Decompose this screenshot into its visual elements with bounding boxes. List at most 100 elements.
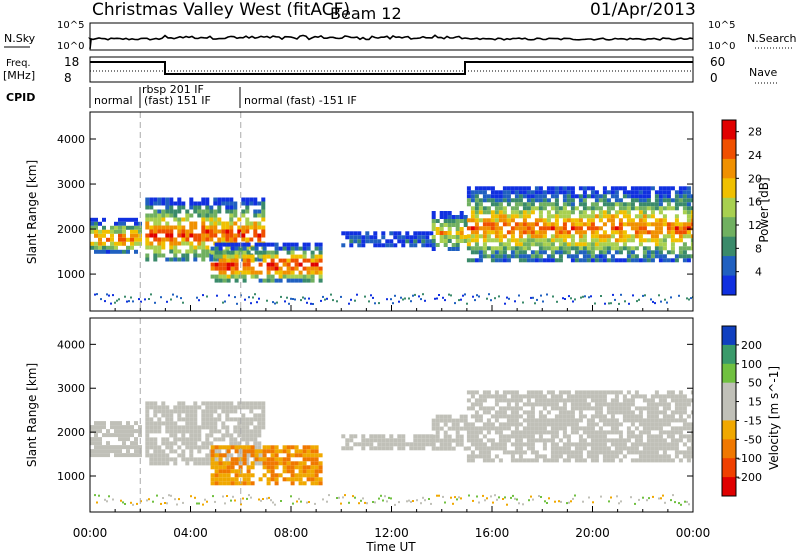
velocity-colorbar: 200 100 50 15 -15 -50 -100 -200 xyxy=(721,325,762,497)
colorbar-segment-1 xyxy=(722,139,736,160)
freq-strip: Freq. [MHz] 18 8 60 0 Nave xyxy=(3,55,778,85)
colorbar-segment-3 xyxy=(722,178,736,199)
freq-trace xyxy=(90,61,693,75)
colorbar-segment-5 xyxy=(722,217,736,238)
echo-band-1 xyxy=(145,197,266,262)
power-colorbar: 4 8 12 16 20 24 28 xyxy=(721,119,762,296)
y-tick-label-3: 4000 xyxy=(57,133,85,146)
power-ylabel: Slant Range [km] xyxy=(25,160,39,264)
x-tick-label-5: 20:00 xyxy=(575,526,610,540)
y-tick-label-0: 1000 xyxy=(57,268,85,281)
colorbar-tick-label-4: 20 xyxy=(748,172,762,185)
echo-band-0 xyxy=(90,217,142,254)
colorbar-tick-label-6: 28 xyxy=(748,126,762,139)
colorbar-segment-1 xyxy=(722,344,736,365)
colorbar-segment-2 xyxy=(722,158,736,179)
colorbar-segment-5 xyxy=(722,420,736,440)
x-tick-label-2: 08:00 xyxy=(274,526,309,540)
freq-tick-top: 18 xyxy=(64,55,79,69)
colorbar-tick-label-0: 4 xyxy=(755,266,762,279)
colorbar-segment-7 xyxy=(722,256,736,276)
y-tick-label-0: 1000 xyxy=(57,470,85,483)
nave-label: Nave xyxy=(749,66,777,79)
nsky-tick-bottom: 10^0 xyxy=(57,41,84,52)
x-tick-label-0: 00:00 xyxy=(73,526,108,540)
cpid-segment-rbsp: rbsp 201 IF xyxy=(142,83,204,96)
power-heatmap xyxy=(90,112,693,311)
echo-band-4 xyxy=(431,414,468,451)
colorbar-segment-4 xyxy=(722,401,736,421)
colorbar-tick-label-0: 200 xyxy=(741,339,762,352)
velocity-ylabel: Slant Range [km] xyxy=(25,363,39,467)
colorbar-segment-6 xyxy=(722,236,736,257)
echo-band-2 xyxy=(210,445,323,486)
colorbar-frame xyxy=(721,325,737,497)
nsearch-label: N.Search xyxy=(747,32,797,45)
echo-band-3 xyxy=(341,231,434,248)
near-range-noise xyxy=(94,494,690,506)
power-y-axis: 1000 2000 3000 4000 xyxy=(57,133,693,281)
colorbar-segment-8 xyxy=(722,477,736,497)
y-tick-label-2: 3000 xyxy=(57,382,85,395)
y-tick-label-1: 2000 xyxy=(57,426,85,439)
nsearch-tick-bottom: 10^0 xyxy=(708,41,735,52)
freq-unit-label: [MHz] xyxy=(3,69,35,82)
beam-label: Beam 12 xyxy=(330,4,402,23)
nsky-strip: N.Sky 10^5 10^0 10^5 10^0 N.Search xyxy=(4,20,797,52)
power-x-axis xyxy=(89,305,694,311)
freq-label: Freq. xyxy=(6,58,31,69)
colorbar-frame xyxy=(721,119,737,296)
nsky-frame xyxy=(89,22,694,51)
colorbar-tick-label-3: 16 xyxy=(748,196,762,209)
colorbar-segment-8 xyxy=(722,275,736,296)
y-tick-label-2: 3000 xyxy=(57,178,85,191)
cpid-segment-normal-fast: normal (fast) -151 IF xyxy=(244,94,357,107)
x-axis-label: Time UT xyxy=(365,540,416,554)
near-range-noise xyxy=(94,293,693,305)
x-tick-label-4: 16:00 xyxy=(475,526,510,540)
colorbar-tick-label-1: 8 xyxy=(755,242,762,255)
nsearch-tick-top: 10^5 xyxy=(708,20,735,31)
colorbar-segment-3 xyxy=(722,382,736,403)
colorbar-tick-label-5: 24 xyxy=(748,149,762,162)
velocity-panel: 1000 2000 3000 4000 00:00 04:00 08:00 12:00 16:… xyxy=(25,317,781,554)
colorbar-segment-7 xyxy=(722,458,736,478)
echo-band-5 xyxy=(466,186,693,263)
x-tick-label-6: 00:00 xyxy=(676,526,711,540)
colorbar-tick-label-1: 100 xyxy=(741,358,762,371)
nsky-trace xyxy=(87,34,694,50)
power-panel: 1000 2000 3000 4000 Slant Range [km] 4 8 12 16… xyxy=(25,111,771,312)
cpid-strip: CPID normal rbsp 201 IF (fast) 151 IF no… xyxy=(6,83,357,108)
echo-band-3 xyxy=(341,434,434,451)
nave-tick-bottom: 0 xyxy=(710,71,718,85)
freq-frame xyxy=(89,56,694,83)
echo-band-2 xyxy=(210,242,323,283)
colorbar-segment-6 xyxy=(722,439,736,459)
colorbar-tick-label-7: -200 xyxy=(737,471,762,484)
velocity-colorbar-label: Velocity [m s^-1] xyxy=(767,366,781,470)
power-colorbar-label: Power [dB] xyxy=(757,177,771,242)
y-tick-label-1: 2000 xyxy=(57,223,85,236)
freq-tick-bottom: 8 xyxy=(64,71,72,85)
echo-band-1 xyxy=(145,401,266,466)
colorbar-segment-0 xyxy=(722,120,736,140)
cpid-segment-fast151: (fast) 151 IF xyxy=(144,94,211,107)
colorbar-tick-label-6: -100 xyxy=(737,452,762,465)
echo-band-4 xyxy=(431,211,468,251)
x-tick-label-1: 04:00 xyxy=(173,526,208,540)
colorbar-tick-label-5: -50 xyxy=(744,433,762,446)
colorbar-tick-label-3: 15 xyxy=(748,396,762,409)
date-label: 01/Apr/2013 xyxy=(590,0,696,20)
nsky-label: N.Sky xyxy=(4,32,36,45)
colorbar-tick-label-4: -15 xyxy=(744,414,762,427)
cpid-segment-normal: normal xyxy=(94,94,133,107)
colorbar-tick-label-2: 50 xyxy=(748,377,762,390)
cpid-label: CPID xyxy=(6,91,35,104)
velocity-y-axis: 1000 2000 3000 4000 xyxy=(57,338,693,483)
colorbar-tick-label-2: 12 xyxy=(748,219,762,232)
colorbar-segment-4 xyxy=(722,197,736,218)
y-tick-label-3: 4000 xyxy=(57,338,85,351)
echo-band-5 xyxy=(466,390,693,463)
x-tick-label-3: 12:00 xyxy=(374,526,409,540)
